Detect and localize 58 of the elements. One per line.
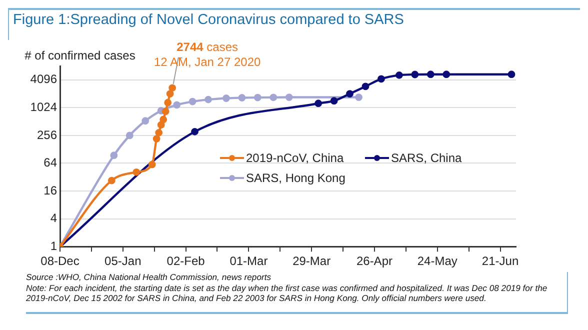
point [378, 75, 385, 83]
text: Note: For each incident, the starting date is set as the day when the first case was confirmed and hospitalized. It was Dec 08 2019 for the 2019-nCoV, Dec 15 2002 for SARS in China, and Feb 22 2003 for SARS in Hong Kong. Only official numbers were used. [26, 282, 548, 304]
point [508, 70, 516, 78]
point [191, 128, 198, 136]
point [168, 84, 176, 92]
y-axis-title: # of confirmed cases [24, 48, 136, 62]
point [160, 116, 168, 124]
source-note: Source :WHO, China National Health Commission, news reports [26, 272, 272, 282]
x-tick-label: 01-Mar [230, 254, 268, 268]
y-tick-label: 1 [50, 238, 58, 253]
point [108, 176, 116, 184]
x-tick-label: 08-Dec [40, 254, 80, 268]
point [204, 96, 212, 104]
x-tick-label: 29-Mar [292, 254, 331, 268]
point [188, 98, 196, 106]
point [411, 70, 419, 78]
y-tick-label: 256 [36, 128, 58, 142]
legend-label: SARS, China [391, 151, 462, 165]
point [164, 98, 172, 106]
x-tick-label: 26-Apr [356, 254, 392, 268]
chart-title: Figure 1:Spreading of Novel Coronavirus compared to SARS [13, 12, 405, 28]
point [442, 70, 450, 78]
y-tick-label: 4 [50, 211, 58, 226]
point [314, 100, 322, 108]
point [355, 94, 362, 101]
annotation: 12 AM, Jan 27 2020 [154, 54, 262, 69]
point [362, 82, 370, 90]
x-tick-label: 05-Jan [104, 254, 142, 268]
point [126, 132, 134, 140]
point [330, 97, 338, 105]
y-tick-label: 4096 [30, 72, 58, 86]
point [285, 94, 293, 101]
y-tick-label: 64 [44, 156, 58, 170]
x-tick-label: 02-Feb [166, 254, 206, 268]
legend-label: SARS, Hong Kong [246, 171, 346, 185]
point [395, 71, 403, 79]
legend-label: 2019-nCoV, China [246, 151, 344, 165]
point [173, 101, 181, 109]
point [142, 117, 150, 125]
point [110, 152, 118, 160]
point [222, 94, 230, 102]
point [132, 168, 140, 176]
y-tick-label: 1024 [30, 100, 58, 114]
point [270, 94, 278, 102]
point [346, 90, 354, 98]
point [155, 128, 163, 136]
point [254, 94, 262, 102]
point [148, 160, 156, 168]
point [157, 121, 165, 129]
y-tick-label: 16 [44, 183, 58, 198]
point [426, 70, 434, 78]
x-tick-label: 21-Jun [482, 254, 519, 268]
point [238, 94, 246, 102]
point [166, 90, 174, 98]
point [162, 108, 170, 116]
point [152, 135, 160, 142]
x-tick-label: 24-May [417, 254, 458, 268]
annotation: 2744 cases [176, 40, 238, 54]
